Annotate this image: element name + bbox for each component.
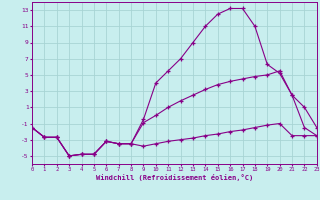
X-axis label: Windchill (Refroidissement éolien,°C): Windchill (Refroidissement éolien,°C) xyxy=(96,174,253,181)
